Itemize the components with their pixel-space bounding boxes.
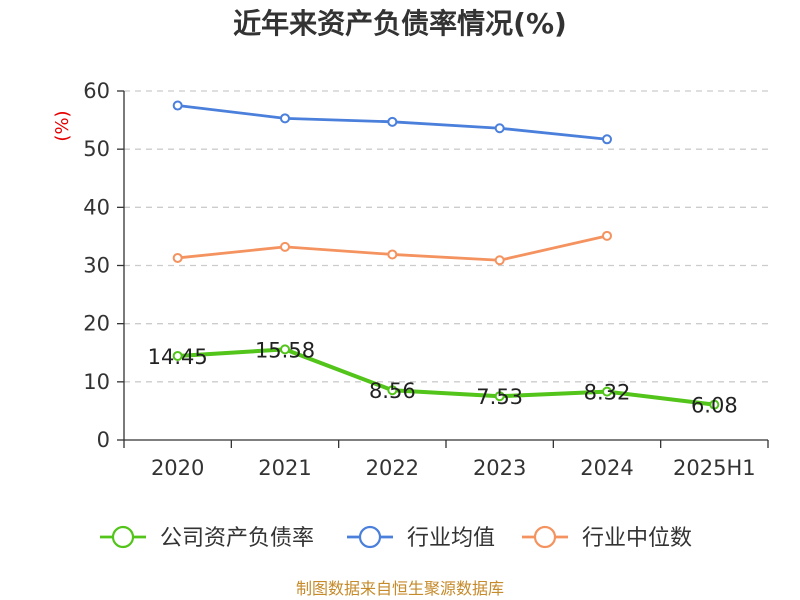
- data-label: 8.32: [584, 381, 631, 405]
- y-tick-label: 60: [83, 79, 110, 103]
- data-point[interactable]: [709, 399, 720, 410]
- legend-marker: [358, 525, 382, 549]
- y-axis-label: (%): [52, 110, 73, 141]
- series-line-1: [175, 347, 717, 407]
- x-tick-label: 2024: [580, 456, 633, 480]
- data-point[interactable]: [172, 100, 183, 111]
- data-point[interactable]: [387, 385, 398, 396]
- legend-label: 公司资产负债率: [160, 526, 314, 551]
- data-point[interactable]: [494, 255, 505, 266]
- data-point[interactable]: [172, 252, 183, 263]
- data-labels: 14.45 15.58 8.56 7.53 8.32 6.08: [148, 338, 738, 417]
- legend-marker: [111, 525, 135, 549]
- y-tick-label: 30: [83, 254, 110, 278]
- legend-label: 行业均值: [407, 526, 495, 551]
- data-point[interactable]: [387, 116, 398, 127]
- y-tick-label: 10: [83, 370, 110, 394]
- data-point[interactable]: [172, 350, 183, 361]
- data-point[interactable]: [602, 134, 612, 145]
- data-point[interactable]: [494, 391, 505, 402]
- data-label: 8.56: [369, 379, 416, 403]
- grid-lines: [124, 90, 768, 383]
- data-point[interactable]: [280, 344, 290, 355]
- chart-title: 近年来资产负债率情况(%): [233, 7, 567, 40]
- y-tick-label: 20: [83, 312, 110, 336]
- x-tick-label: 2025H1: [673, 456, 756, 480]
- data-point[interactable]: [602, 386, 612, 397]
- legend-item-3[interactable]: 行业中位数: [522, 525, 692, 551]
- data-point[interactable]: [494, 123, 505, 134]
- legend-marker: [533, 525, 557, 549]
- y-tick-label: 0: [97, 428, 110, 452]
- data-point[interactable]: [602, 230, 612, 241]
- axes: 0 10 20 30 40 50 60 2020 2021 2022 2023 2024 2025H1: [83, 79, 769, 480]
- x-tick-label: 2020: [151, 456, 204, 480]
- series-lines: [172, 100, 720, 410]
- source-note: 制图数据来自恒生聚源数据库: [296, 579, 504, 598]
- data-point[interactable]: [280, 113, 290, 124]
- data-label: 7.53: [476, 385, 523, 409]
- y-tick-label: 40: [83, 195, 110, 219]
- data-point[interactable]: [387, 249, 398, 260]
- legend-item-1[interactable]: 公司资产负债率: [100, 525, 314, 551]
- data-label: 15.58: [255, 338, 315, 362]
- legend-item-2[interactable]: 行业均值: [347, 525, 495, 551]
- data-label: 6.08: [691, 394, 738, 418]
- data-label: 14.45: [148, 345, 208, 369]
- data-point[interactable]: [280, 241, 290, 252]
- legend-label: 行业中位数: [582, 526, 692, 551]
- y-tick-label: 50: [83, 137, 110, 161]
- x-tick-label: 2023: [473, 456, 526, 480]
- legend[interactable]: 公司资产负债率 行业均值 行业中位数: [100, 525, 692, 551]
- x-tick-label: 2021: [258, 456, 311, 480]
- x-tick-label: 2022: [366, 456, 419, 480]
